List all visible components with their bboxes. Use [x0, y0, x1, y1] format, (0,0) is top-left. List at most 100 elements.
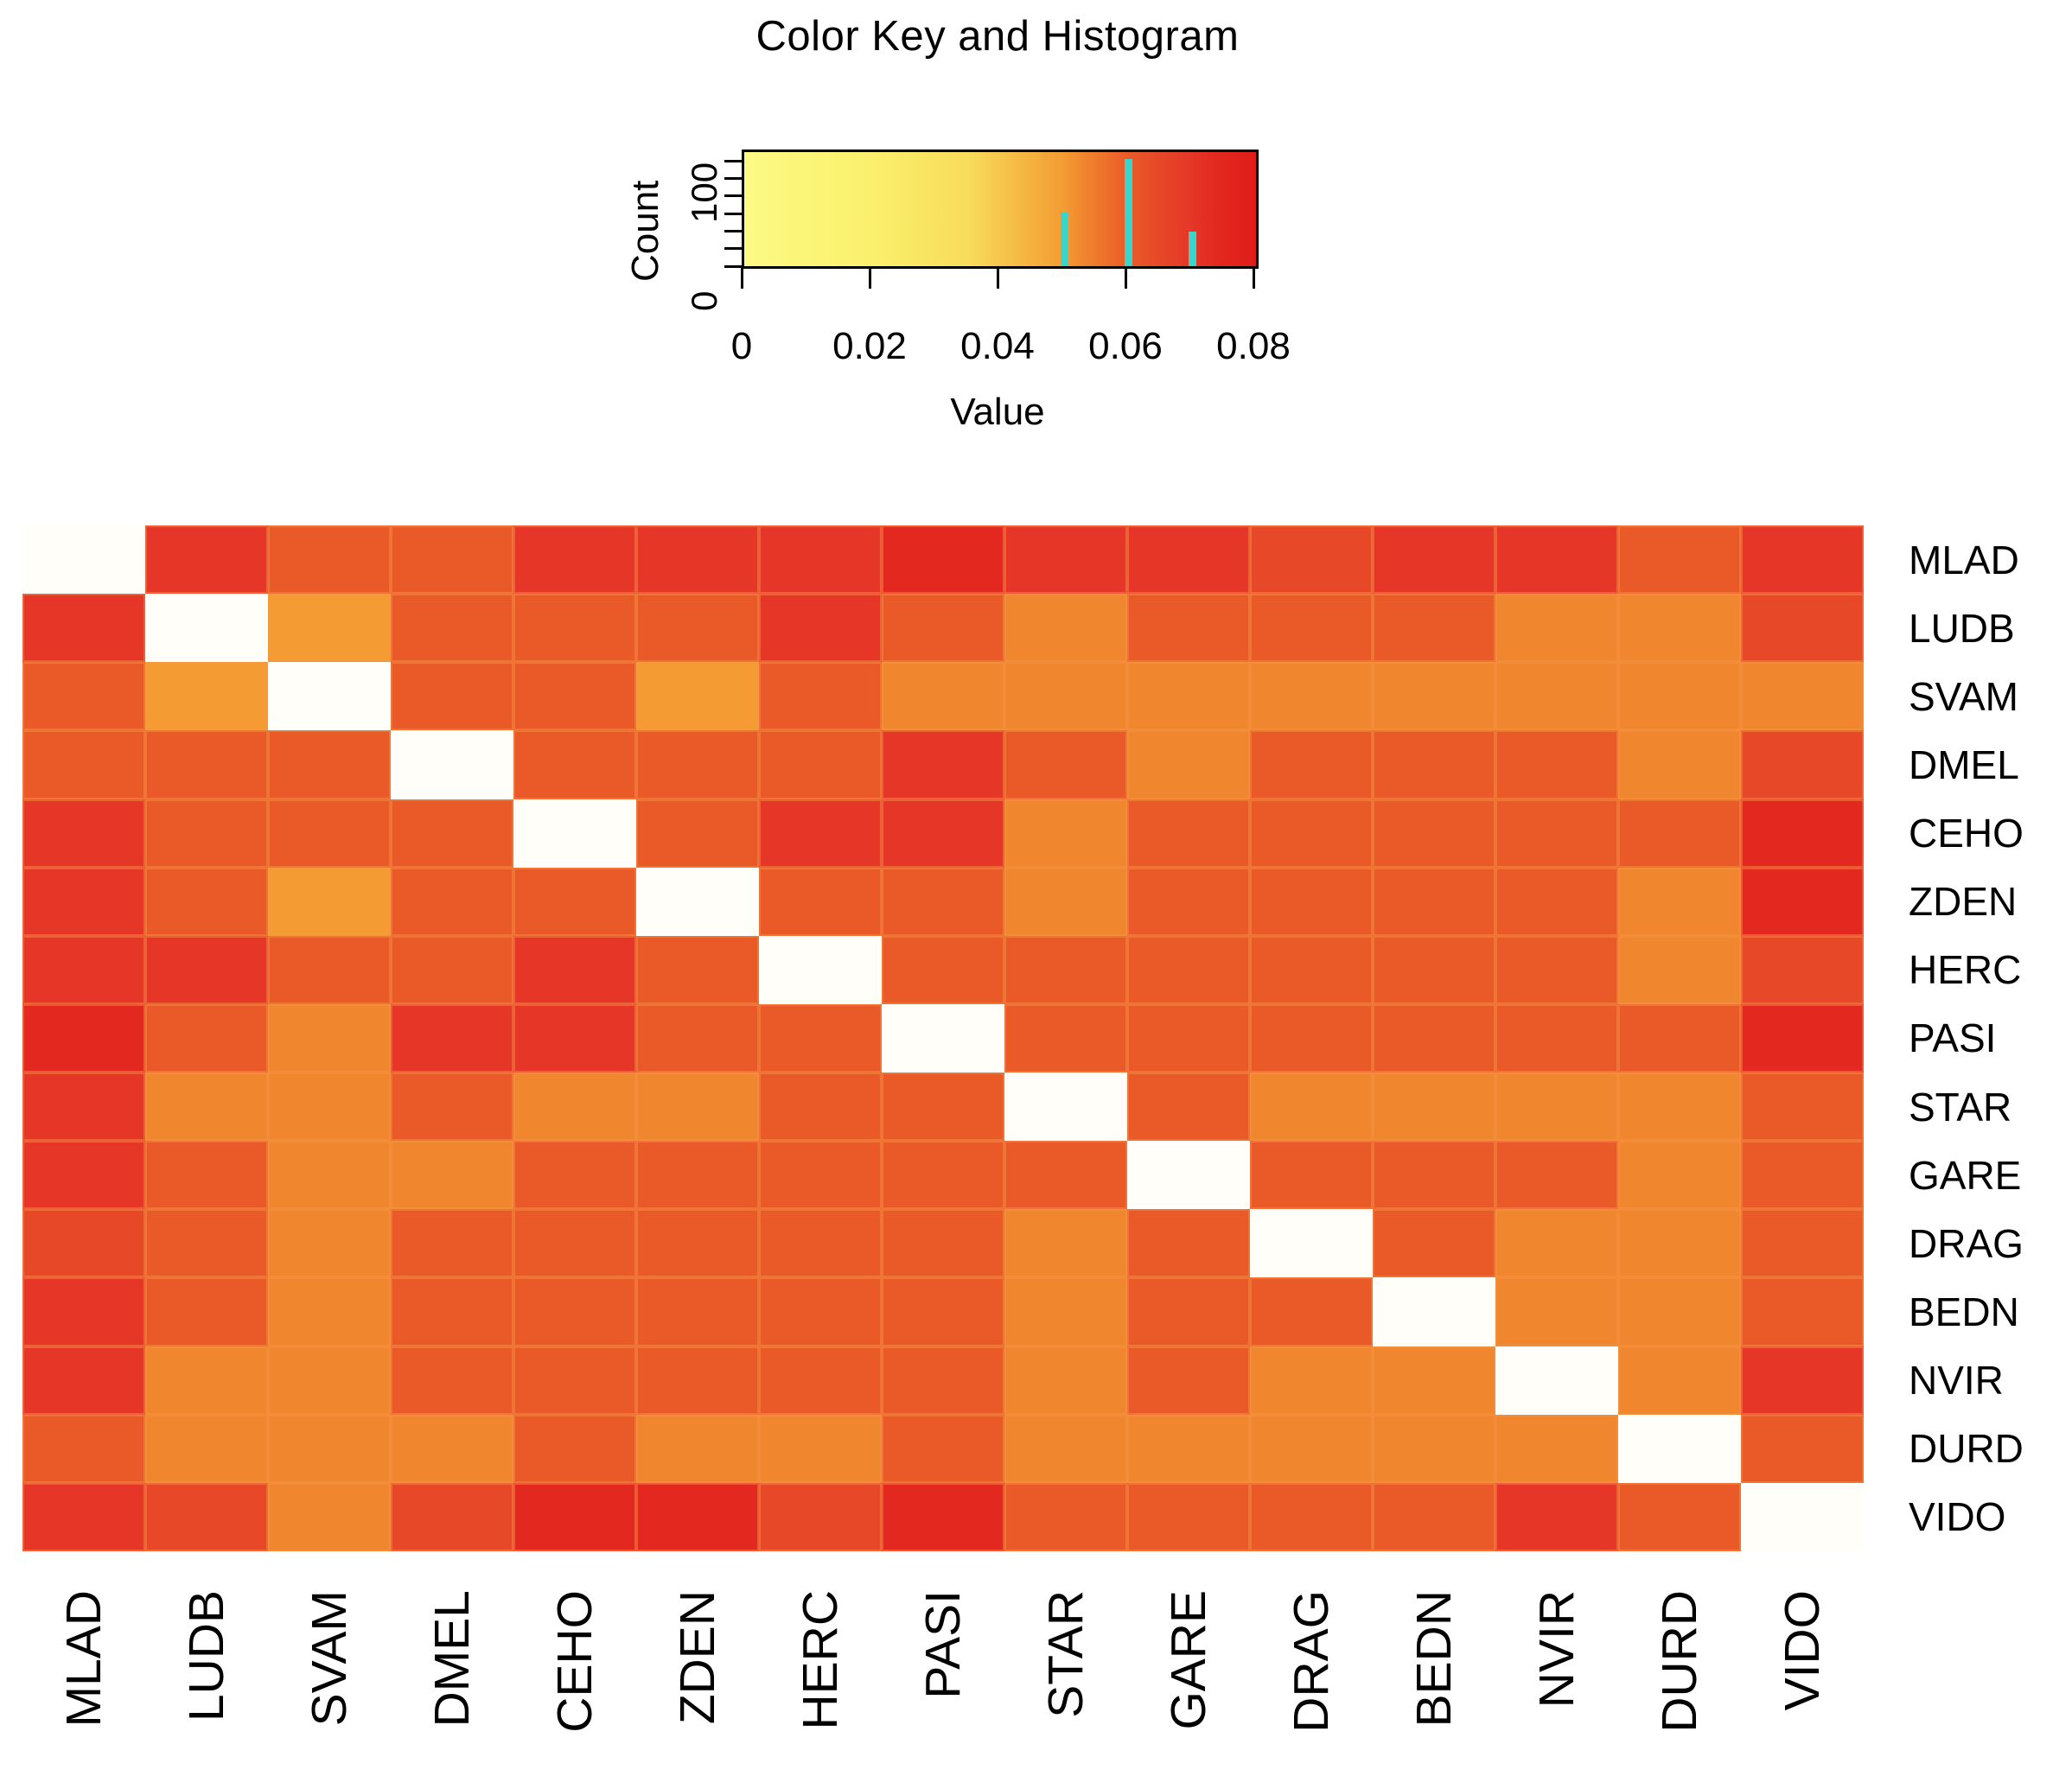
heatmap-cell: [513, 1482, 636, 1551]
heatmap-cell: [759, 1003, 882, 1073]
heatmap-cell: [1004, 867, 1127, 936]
heatmap-col-label-text: LUDB: [179, 1590, 234, 1722]
heatmap-cell: [391, 1003, 513, 1073]
heatmap-cell: [268, 1482, 391, 1551]
heatmap-col-label-text: SVAM: [302, 1590, 357, 1727]
heatmap-cell: [268, 525, 391, 595]
heatmap-cell: [1741, 662, 1864, 731]
heatmap-cell: [1127, 594, 1250, 663]
heatmap-cell: [1373, 730, 1495, 799]
heatmap-cell: [391, 1346, 513, 1415]
heatmap-cell: [636, 662, 759, 731]
heatmap-cell: [391, 799, 513, 868]
heatmap-cell-na: [1373, 1277, 1495, 1346]
heatmap-col-label: VIDO: [1741, 1590, 1864, 1776]
heatmap-cell: [22, 1141, 145, 1210]
heatmap-cell: [145, 1482, 268, 1551]
heatmap-cell-na: [1004, 1073, 1127, 1142]
heatmap-cell: [1250, 867, 1373, 936]
heatmap-cell: [1004, 525, 1127, 595]
value-axis-tick: [1252, 266, 1255, 289]
heatmap-row-label: DURD: [1909, 1426, 2024, 1472]
heatmap-col-label-text: NVIR: [1529, 1590, 1584, 1709]
heatmap-cell: [636, 935, 759, 1004]
value-axis-label: Value: [950, 391, 1045, 433]
heatmap-cell: [22, 662, 145, 731]
heatmap-cell: [636, 1277, 759, 1346]
heatmap-col-label-text: HERC: [793, 1590, 848, 1730]
heatmap-cell: [636, 1073, 759, 1142]
heatmap-cell: [1741, 1141, 1864, 1210]
heatmap-cell: [22, 1346, 145, 1415]
heatmap-cell: [1741, 1346, 1864, 1415]
heatmap-col-label: DURD: [1618, 1590, 1741, 1776]
heatmap-cell: [1127, 1073, 1250, 1142]
heatmap-cell: [1495, 594, 1618, 663]
heatmap-grid: [22, 525, 1864, 1551]
heatmap-cell: [636, 594, 759, 663]
heatmap-cell: [391, 525, 513, 595]
heatmap-cell: [1373, 867, 1495, 936]
heatmap-col-label: PASI: [882, 1590, 1004, 1776]
heatmap-cell: [391, 662, 513, 731]
heatmap-cell: [391, 1277, 513, 1346]
heatmap-cell: [636, 1209, 759, 1278]
heatmap-cell: [1250, 1346, 1373, 1415]
heatmap-cell: [759, 1209, 882, 1278]
heatmap-cell: [513, 662, 636, 731]
heatmap-cell: [1250, 799, 1373, 868]
heatmap-cell: [1373, 1482, 1495, 1551]
heatmap-cell: [268, 1414, 391, 1483]
heatmap-cell: [513, 1141, 636, 1210]
heatmap-col-label: LUDB: [145, 1590, 268, 1776]
heatmap-cell: [145, 1277, 268, 1346]
heatmap-cell: [1495, 935, 1618, 1004]
heatmap-cell: [1495, 1073, 1618, 1142]
heatmap-cell: [1741, 1073, 1864, 1142]
heatmap-cell: [22, 1003, 145, 1073]
heatmap-cell: [1495, 1277, 1618, 1346]
heatmap-cell: [391, 1073, 513, 1142]
heatmap-cell: [1004, 1482, 1127, 1551]
heatmap-cell: [268, 1346, 391, 1415]
heatmap-cell: [1127, 799, 1250, 868]
heatmap-row-label: LUDB: [1909, 605, 2015, 651]
heatmap-cell: [759, 730, 882, 799]
heatmap-col-label-text: VIDO: [1775, 1590, 1830, 1711]
heatmap-cell: [145, 1209, 268, 1278]
heatmap-cell: [268, 1003, 391, 1073]
heatmap-cell: [759, 1346, 882, 1415]
heatmap-cell: [513, 1277, 636, 1346]
heatmap-cell: [1127, 1482, 1250, 1551]
heatmap-cell: [1618, 1482, 1741, 1551]
heatmap-cell: [1495, 662, 1618, 731]
heatmap-col-label-text: PASI: [915, 1590, 971, 1699]
count-axis-label-text: Count: [624, 180, 666, 282]
heatmap-cell: [1004, 935, 1127, 1004]
heatmap-cell: [145, 867, 268, 936]
heatmap-cell-na: [513, 799, 636, 868]
heatmap-cell: [1250, 730, 1373, 799]
heatmap-cell: [1373, 1346, 1495, 1415]
heatmap-cell: [145, 730, 268, 799]
heatmap-cell: [1618, 1346, 1741, 1415]
heatmap-col-label-text: DMEL: [424, 1590, 480, 1728]
heatmap-cell: [636, 1141, 759, 1210]
heatmap-row-label: MLAD: [1909, 537, 2019, 582]
count-axis-tick: [724, 176, 742, 180]
heatmap-cell-na: [22, 525, 145, 595]
heatmap-cell: [1618, 935, 1741, 1004]
heatmap-cell: [1373, 935, 1495, 1004]
heatmap-cell: [882, 799, 1004, 868]
heatmap-cell: [513, 935, 636, 1004]
heatmap-col-label-text: MLAD: [56, 1590, 112, 1728]
heatmap-cell-na: [391, 730, 513, 799]
heatmap-cell: [268, 730, 391, 799]
heatmap-cell: [513, 1209, 636, 1278]
heatmap-cell: [268, 1073, 391, 1142]
heatmap-cell-na: [636, 867, 759, 936]
heatmap-cell: [22, 730, 145, 799]
heatmap-cell: [1373, 1209, 1495, 1278]
heatmap-cell: [1127, 1003, 1250, 1073]
